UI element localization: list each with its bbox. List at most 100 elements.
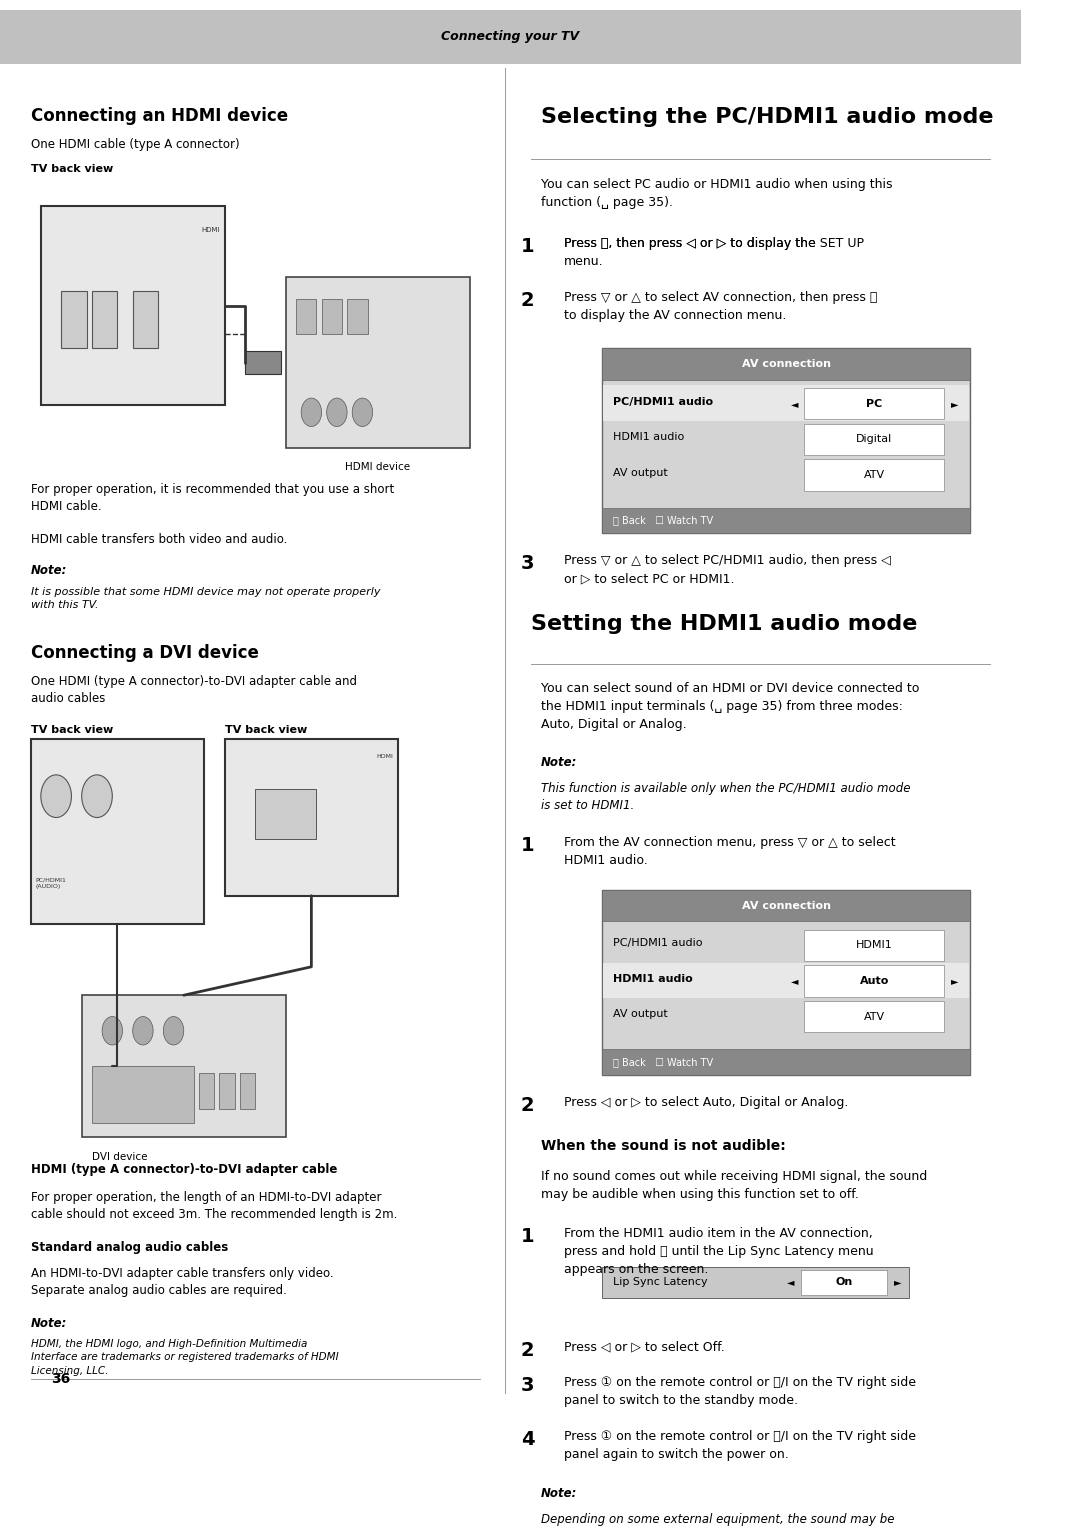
Bar — [603, 1267, 908, 1298]
Text: Setting the HDMI1 audio mode: Setting the HDMI1 audio mode — [531, 614, 917, 634]
Text: You can select PC audio or HDMI1 audio when using this
function (␣ page 35).: You can select PC audio or HDMI1 audio w… — [541, 177, 892, 209]
Text: TV back view: TV back view — [30, 725, 113, 734]
Text: It is possible that some HDMI device may not operate properly
with this TV.: It is possible that some HDMI device may… — [30, 588, 380, 611]
Bar — [604, 385, 969, 421]
Text: One HDMI (type A connector)-to-DVI adapter cable and
audio cables: One HDMI (type A connector)-to-DVI adapt… — [30, 675, 356, 705]
Text: When the sound is not audible:: When the sound is not audible: — [541, 1139, 786, 1153]
Bar — [603, 348, 970, 380]
Bar — [255, 789, 316, 838]
Text: If no sound comes out while receiving HDMI signal, the sound
may be audible when: If no sound comes out while receiving HD… — [541, 1170, 928, 1202]
Text: PC: PC — [866, 399, 882, 409]
Text: On: On — [836, 1278, 853, 1287]
Bar — [240, 1073, 255, 1109]
Bar — [805, 388, 944, 420]
Bar — [603, 890, 970, 1075]
Text: 3: 3 — [521, 1376, 535, 1396]
Text: Note:: Note: — [541, 1487, 578, 1500]
Text: Note:: Note: — [30, 565, 67, 577]
Text: ⓜ Back   ☐ Watch TV: ⓜ Back ☐ Watch TV — [612, 515, 713, 525]
Text: HDMI cable transfers both video and audio.: HDMI cable transfers both video and audi… — [30, 533, 287, 547]
Text: HDMI: HDMI — [201, 228, 219, 234]
Text: ⓜ Back   ☐ Watch TV: ⓜ Back ☐ Watch TV — [612, 1057, 713, 1067]
Text: Press ▽ or △ to select AV connection, then press ⓞ
to display the AV connection : Press ▽ or △ to select AV connection, th… — [564, 292, 877, 322]
Bar — [82, 996, 286, 1138]
Text: ►: ► — [950, 399, 958, 409]
Circle shape — [326, 399, 347, 426]
Bar — [603, 890, 970, 921]
Text: Digital: Digital — [856, 434, 892, 444]
Circle shape — [163, 1017, 184, 1044]
Text: Press ① on the remote control or ⏻/I on the TV right side
panel to switch to the: Press ① on the remote control or ⏻/I on … — [564, 1376, 916, 1408]
Bar — [801, 1269, 887, 1295]
Text: AV output: AV output — [612, 467, 667, 478]
Text: Note:: Note: — [30, 1316, 67, 1330]
Bar — [219, 1073, 234, 1109]
Bar — [604, 962, 969, 999]
Text: 36: 36 — [51, 1373, 70, 1387]
Text: Connecting an HDMI device: Connecting an HDMI device — [30, 107, 287, 125]
Text: HDMI, the HDMI logo, and High-Definition Multimedia
Interface are trademarks or : HDMI, the HDMI logo, and High-Definition… — [30, 1339, 338, 1376]
Bar — [322, 299, 342, 334]
Text: AV output: AV output — [612, 1009, 667, 1020]
Text: One HDMI cable (type A connector): One HDMI cable (type A connector) — [30, 137, 240, 151]
Text: 3: 3 — [521, 554, 535, 574]
Bar — [225, 739, 399, 896]
Circle shape — [352, 399, 373, 426]
Text: Press ⓜ, then press ◁ or ▷ to display the SET UP
menu.: Press ⓜ, then press ◁ or ▷ to display th… — [564, 237, 864, 269]
Circle shape — [82, 774, 112, 817]
Text: 1: 1 — [521, 1228, 535, 1246]
Text: From the AV connection menu, press ▽ or △ to select
HDMI1 audio.: From the AV connection menu, press ▽ or … — [564, 835, 895, 867]
Text: An HDMI-to-DVI adapter cable transfers only video.
Separate analog audio cables : An HDMI-to-DVI adapter cable transfers o… — [30, 1267, 334, 1296]
Bar — [62, 292, 86, 348]
Text: From the HDMI1 audio item in the AV connection,
press and hold ⓞ until the Lip S: From the HDMI1 audio item in the AV conn… — [564, 1228, 873, 1277]
Text: ►: ► — [950, 976, 958, 986]
Text: Connecting a DVI device: Connecting a DVI device — [30, 644, 258, 663]
Text: This function is available only when the PC/HDMI1 audio mode
is set to HDMI1.: This function is available only when the… — [541, 782, 910, 812]
Circle shape — [41, 774, 71, 817]
Bar — [92, 1066, 194, 1124]
Text: ◄: ◄ — [791, 399, 798, 409]
Text: Selecting the PC/HDMI1 audio mode: Selecting the PC/HDMI1 audio mode — [541, 107, 994, 127]
Bar — [92, 292, 118, 348]
Bar — [603, 348, 970, 533]
Text: HDMI: HDMI — [376, 753, 393, 759]
Text: For proper operation, it is recommended that you use a short
HDMI cable.: For proper operation, it is recommended … — [30, 484, 394, 513]
Bar — [0, 11, 1021, 64]
Bar — [603, 507, 970, 533]
Bar — [603, 1049, 970, 1075]
Bar — [805, 930, 944, 960]
Text: 2: 2 — [521, 1341, 535, 1359]
Bar — [805, 965, 944, 997]
Text: DVI device: DVI device — [92, 1151, 147, 1162]
Text: AV connection: AV connection — [742, 901, 831, 910]
Text: ►: ► — [893, 1278, 901, 1287]
Text: Press ▽ or △ to select PC/HDMI1 audio, then press ◁
or ▷ to select PC or HDMI1.: Press ▽ or △ to select PC/HDMI1 audio, t… — [564, 554, 890, 585]
Text: ◄: ◄ — [791, 976, 798, 986]
Bar — [286, 278, 470, 447]
Text: ◄: ◄ — [787, 1278, 795, 1287]
Text: 1: 1 — [521, 237, 535, 257]
Bar — [296, 299, 316, 334]
Circle shape — [301, 399, 322, 426]
Bar — [199, 1073, 215, 1109]
Text: HDMI1 audio: HDMI1 audio — [612, 432, 684, 443]
Bar — [30, 739, 204, 924]
Text: Press ⓜ, then press ◁ or ▷ to display the: Press ⓜ, then press ◁ or ▷ to display th… — [564, 237, 820, 250]
Text: TV back view: TV back view — [225, 725, 307, 734]
Text: Press ① on the remote control or ⏻/I on the TV right side
panel again to switch : Press ① on the remote control or ⏻/I on … — [564, 1431, 916, 1461]
Circle shape — [103, 1017, 122, 1044]
Bar — [805, 1000, 944, 1032]
Text: You can select sound of an HDMI or DVI device connected to
the HDMI1 input termi: You can select sound of an HDMI or DVI d… — [541, 683, 919, 731]
Text: ATV: ATV — [864, 470, 885, 479]
Circle shape — [133, 1017, 153, 1044]
Text: 1: 1 — [521, 835, 535, 855]
Text: For proper operation, the length of an HDMI-to-DVI adapter
cable should not exce: For proper operation, the length of an H… — [30, 1191, 397, 1222]
Text: HDMI (type A connector)-to-DVI adapter cable: HDMI (type A connector)-to-DVI adapter c… — [30, 1164, 337, 1176]
Text: 2: 2 — [521, 292, 535, 310]
Text: Connecting your TV: Connecting your TV — [442, 31, 580, 43]
Text: Note:: Note: — [541, 756, 578, 770]
Bar — [245, 351, 281, 374]
Text: HDMI device: HDMI device — [346, 463, 410, 472]
Text: Depending on some external equipment, the sound may be
audible by turning it off: Depending on some external equipment, th… — [541, 1513, 894, 1527]
Text: PC/HDMI1 audio: PC/HDMI1 audio — [612, 397, 713, 406]
